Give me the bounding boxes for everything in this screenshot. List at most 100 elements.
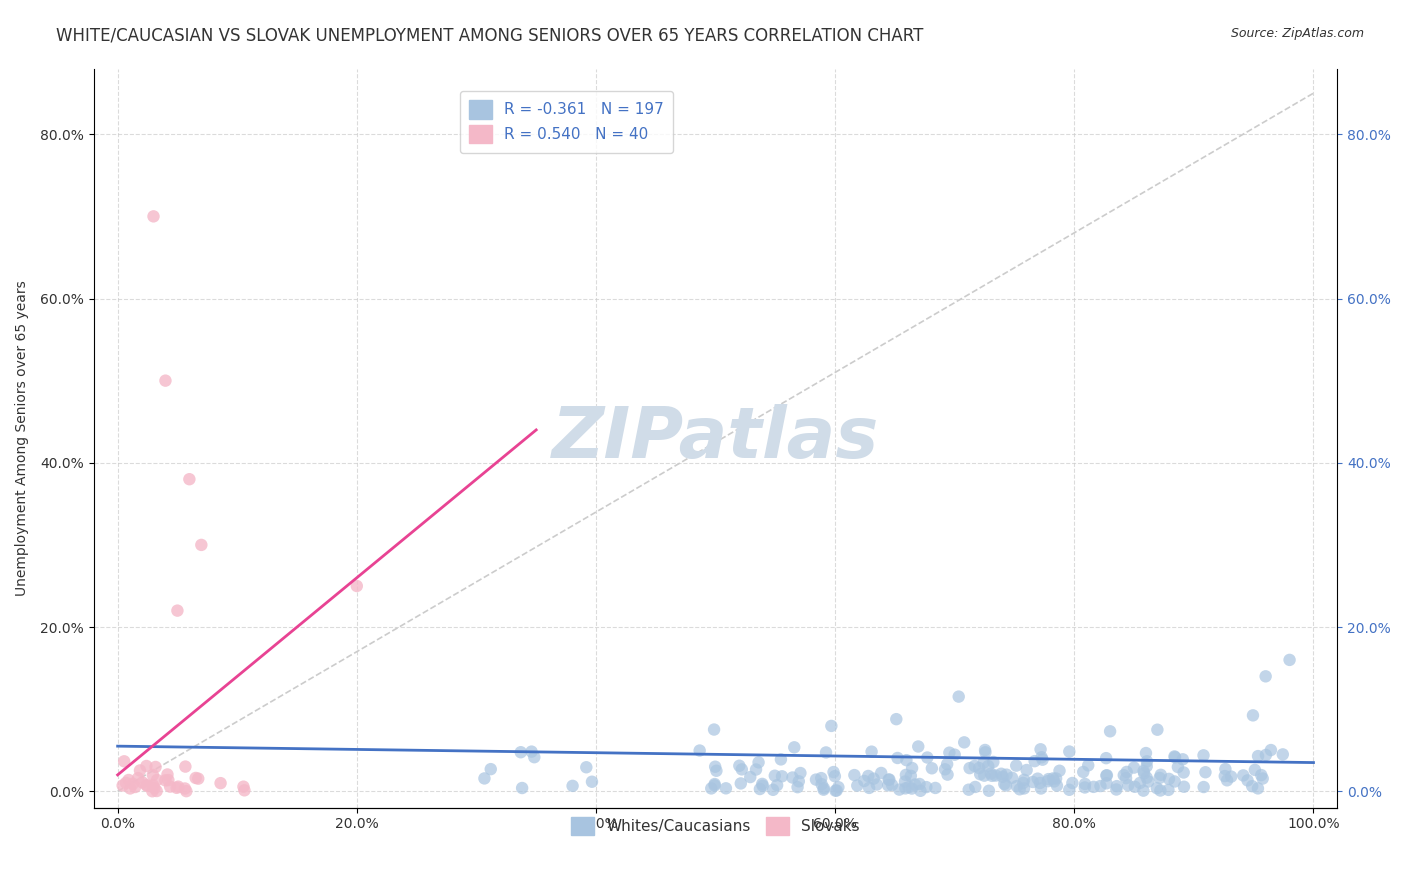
Point bbox=[131, 775, 153, 789]
Point bbox=[990, 766, 1012, 780]
Point bbox=[908, 777, 931, 791]
Point bbox=[157, 773, 180, 788]
Point bbox=[714, 781, 737, 796]
Point bbox=[974, 745, 997, 759]
Point bbox=[142, 778, 165, 792]
Point bbox=[1247, 781, 1270, 796]
Point bbox=[1012, 776, 1035, 790]
Point bbox=[1271, 747, 1294, 762]
Point bbox=[1123, 780, 1146, 794]
Point bbox=[703, 723, 725, 737]
Point bbox=[155, 374, 177, 388]
Point bbox=[884, 712, 907, 726]
Point bbox=[1090, 779, 1112, 793]
Point bbox=[581, 774, 603, 789]
Point bbox=[127, 771, 149, 785]
Point bbox=[1043, 774, 1066, 789]
Point bbox=[176, 784, 198, 798]
Point bbox=[1254, 747, 1277, 762]
Point bbox=[1059, 782, 1081, 797]
Point bbox=[520, 745, 543, 759]
Point bbox=[1163, 749, 1185, 764]
Point bbox=[1031, 750, 1053, 764]
Point bbox=[1123, 761, 1146, 775]
Point bbox=[1171, 752, 1194, 766]
Point bbox=[748, 756, 770, 770]
Point bbox=[1137, 774, 1160, 789]
Point bbox=[1022, 775, 1045, 789]
Point bbox=[187, 772, 209, 786]
Point bbox=[232, 780, 254, 794]
Point bbox=[783, 740, 806, 755]
Point bbox=[1095, 768, 1118, 782]
Point bbox=[1173, 765, 1195, 780]
Point bbox=[860, 745, 883, 759]
Point bbox=[728, 758, 751, 772]
Point bbox=[770, 769, 793, 783]
Point bbox=[1116, 778, 1139, 792]
Point bbox=[894, 768, 917, 782]
Point bbox=[179, 472, 201, 486]
Point bbox=[1215, 762, 1237, 776]
Point bbox=[977, 759, 1000, 773]
Point bbox=[1278, 653, 1301, 667]
Point bbox=[510, 780, 533, 795]
Point bbox=[1220, 770, 1243, 784]
Point bbox=[143, 781, 166, 796]
Point bbox=[745, 763, 768, 777]
Point bbox=[846, 779, 869, 793]
Point bbox=[129, 764, 152, 778]
Point bbox=[1133, 766, 1156, 780]
Point bbox=[1038, 772, 1060, 786]
Point bbox=[1062, 776, 1084, 790]
Point bbox=[1112, 768, 1135, 782]
Point bbox=[897, 780, 920, 794]
Point bbox=[1192, 748, 1215, 763]
Point bbox=[762, 782, 785, 797]
Point bbox=[346, 579, 368, 593]
Point bbox=[1163, 774, 1185, 789]
Point bbox=[763, 769, 786, 783]
Point bbox=[751, 779, 773, 793]
Point bbox=[953, 735, 976, 749]
Point bbox=[877, 772, 900, 787]
Point bbox=[917, 750, 939, 764]
Point bbox=[1059, 745, 1081, 759]
Point bbox=[886, 751, 908, 765]
Point bbox=[136, 779, 159, 793]
Point bbox=[984, 768, 1007, 782]
Point bbox=[704, 760, 727, 774]
Point bbox=[967, 761, 990, 775]
Point bbox=[1164, 750, 1187, 764]
Point bbox=[787, 774, 810, 789]
Point bbox=[858, 780, 880, 795]
Point bbox=[991, 770, 1014, 784]
Point bbox=[1095, 776, 1118, 790]
Point bbox=[1260, 743, 1282, 757]
Point bbox=[853, 774, 876, 789]
Point bbox=[769, 752, 792, 766]
Point bbox=[1012, 772, 1035, 787]
Point bbox=[894, 774, 917, 789]
Point bbox=[936, 767, 959, 781]
Point bbox=[782, 771, 804, 785]
Point bbox=[824, 769, 846, 783]
Point bbox=[1008, 782, 1031, 797]
Point bbox=[810, 771, 832, 785]
Point bbox=[1247, 749, 1270, 764]
Point bbox=[1241, 779, 1264, 793]
Point bbox=[1157, 783, 1180, 797]
Point bbox=[1074, 780, 1097, 795]
Point bbox=[145, 760, 167, 774]
Point bbox=[969, 767, 991, 781]
Point bbox=[994, 779, 1017, 793]
Point bbox=[1132, 764, 1154, 778]
Point bbox=[1115, 771, 1137, 785]
Point bbox=[112, 754, 135, 768]
Point bbox=[1129, 776, 1152, 790]
Point bbox=[124, 780, 146, 794]
Point bbox=[981, 769, 1004, 783]
Point bbox=[813, 782, 835, 797]
Point bbox=[1005, 779, 1028, 793]
Point bbox=[870, 766, 893, 780]
